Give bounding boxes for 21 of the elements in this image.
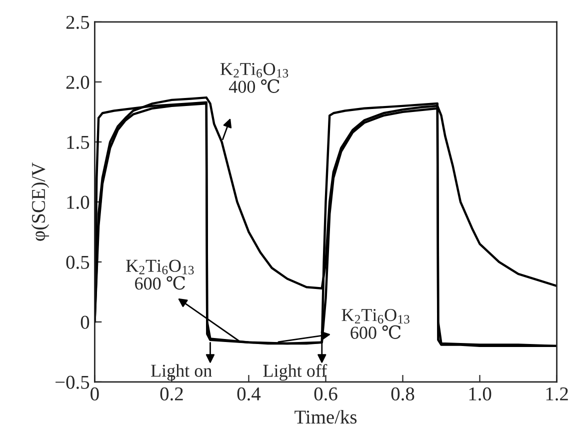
y-tick-label: 2.5 — [66, 16, 90, 29]
x-tick-label: 0.6 — [314, 387, 338, 401]
x-tick-label: 1.2 — [546, 387, 568, 401]
annotation: Light off — [263, 364, 328, 381]
y-axis-title: φ(SCE)/V — [31, 162, 50, 241]
y-tick-label: 1.0 — [67, 196, 90, 209]
annotation: Light on — [151, 364, 212, 381]
y-tick-label: 1.5 — [67, 136, 90, 149]
y-tick-label: −0.5 — [56, 376, 90, 389]
x-axis-title: Time/ks — [294, 410, 357, 424]
y-tick-label: 0 — [80, 316, 90, 329]
x-tick-label: 1.0 — [469, 387, 492, 401]
y-tick-label: 0.5 — [66, 256, 90, 269]
annotation: K$_{2}$Ti$_{6}$O$_{13}$ 400 ℃ — [220, 62, 288, 93]
annotation: K$_{2}$Ti$_{6}$O$_{13}$ 600 ℃ — [126, 260, 194, 290]
x-tick-label: 0.4 — [237, 387, 261, 401]
x-tick-label: 0.8 — [391, 387, 414, 401]
annotation: K$_{2}$Ti$_{6}$O$_{13}$ 600 ℃ — [342, 308, 410, 339]
y-tick-label: 2.0 — [66, 76, 90, 89]
x-tick-label: 0.2 — [160, 387, 183, 401]
x-tick-label: 0 — [90, 387, 99, 400]
